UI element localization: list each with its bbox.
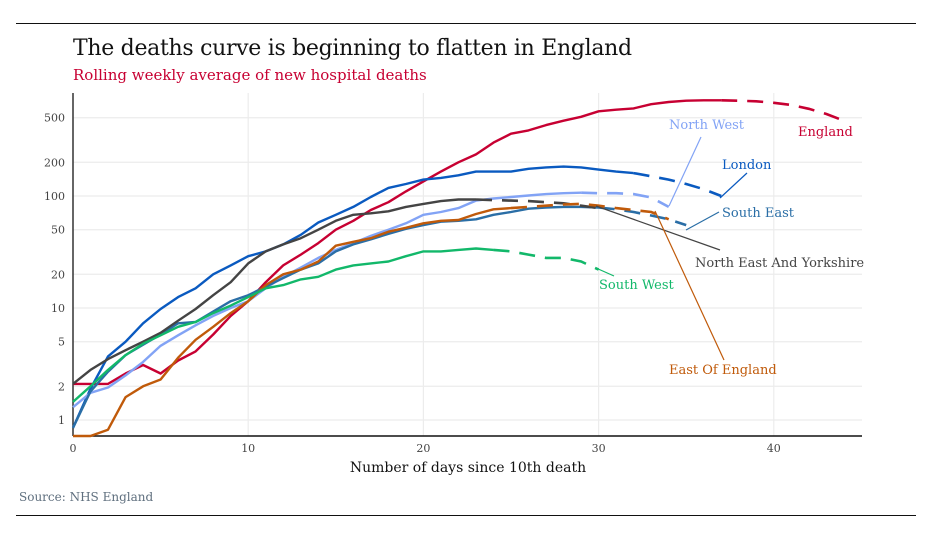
x-tick-label: 20 — [416, 442, 430, 455]
leader-line-south-east — [685, 211, 720, 231]
series-label-london: London — [722, 158, 772, 173]
series-label-north-west: North West — [669, 118, 745, 133]
series-label-england: England — [798, 125, 853, 140]
series-line-dashed-north-west — [581, 191, 670, 209]
leader-line-south-west — [595, 267, 615, 277]
leader-line-london — [719, 172, 748, 199]
series-line-dashed-london — [633, 171, 722, 198]
series-lines — [71, 99, 845, 438]
series-label-south-west: South West — [599, 278, 675, 293]
leader-line-north-west — [668, 136, 702, 207]
series-line-dashed-south-east — [598, 206, 687, 227]
x-tick-label: 40 — [767, 442, 781, 455]
series-line-south-west — [72, 247, 494, 403]
series-label-south-east: South East — [722, 206, 795, 221]
y-tick-label: 200 — [44, 156, 65, 169]
series-line-england — [73, 99, 722, 386]
series-line-north-east-and-yorkshire — [72, 198, 476, 385]
series-label-north-east-and-yorkshire: North East And Yorkshire — [695, 256, 864, 271]
series-labels: England North West London South East North E… — [595, 118, 864, 378]
leader-line-north-east-and-yorkshire — [595, 205, 721, 251]
y-tick-label: 2 — [58, 380, 65, 393]
y-tick-label: 10 — [51, 302, 65, 315]
y-tick-label: 1 — [58, 414, 65, 427]
x-tick-label: 0 — [70, 442, 77, 455]
top-rule — [16, 23, 916, 24]
x-tick-label: 10 — [241, 442, 255, 455]
grid — [73, 93, 862, 436]
chart-subtitle: Rolling weekly average of new hospital d… — [73, 66, 427, 84]
leader-line-east-of-england — [654, 210, 725, 361]
x-tick-label: 30 — [592, 442, 606, 455]
series-line-london — [71, 165, 634, 429]
series-line-dashed-east-of-england — [510, 202, 670, 221]
bottom-rule — [16, 515, 916, 516]
y-tick-label: 500 — [44, 112, 65, 125]
series-line-east-of-england — [73, 206, 512, 438]
y-tick-label: 5 — [58, 336, 65, 349]
series-line-dashed-north-east-and-yorkshire — [475, 198, 599, 210]
series-line-dashed-south-west — [493, 248, 600, 271]
y-tick-label: 50 — [51, 224, 65, 237]
y-tick-label: 20 — [51, 268, 65, 281]
y-tick-label: 100 — [44, 190, 65, 203]
axes: 1 2 5 10 20 50 100 200 500 0 10 20 30 40 — [44, 93, 862, 455]
source-note: Source: NHS England — [19, 490, 154, 504]
chart-title: The deaths curve is beginning to flatten… — [73, 36, 632, 61]
series-label-east-of-england: East Of England — [669, 363, 777, 378]
series-line-dashed-england — [721, 99, 845, 122]
x-axis-title: Number of days since 10th death — [350, 460, 586, 476]
